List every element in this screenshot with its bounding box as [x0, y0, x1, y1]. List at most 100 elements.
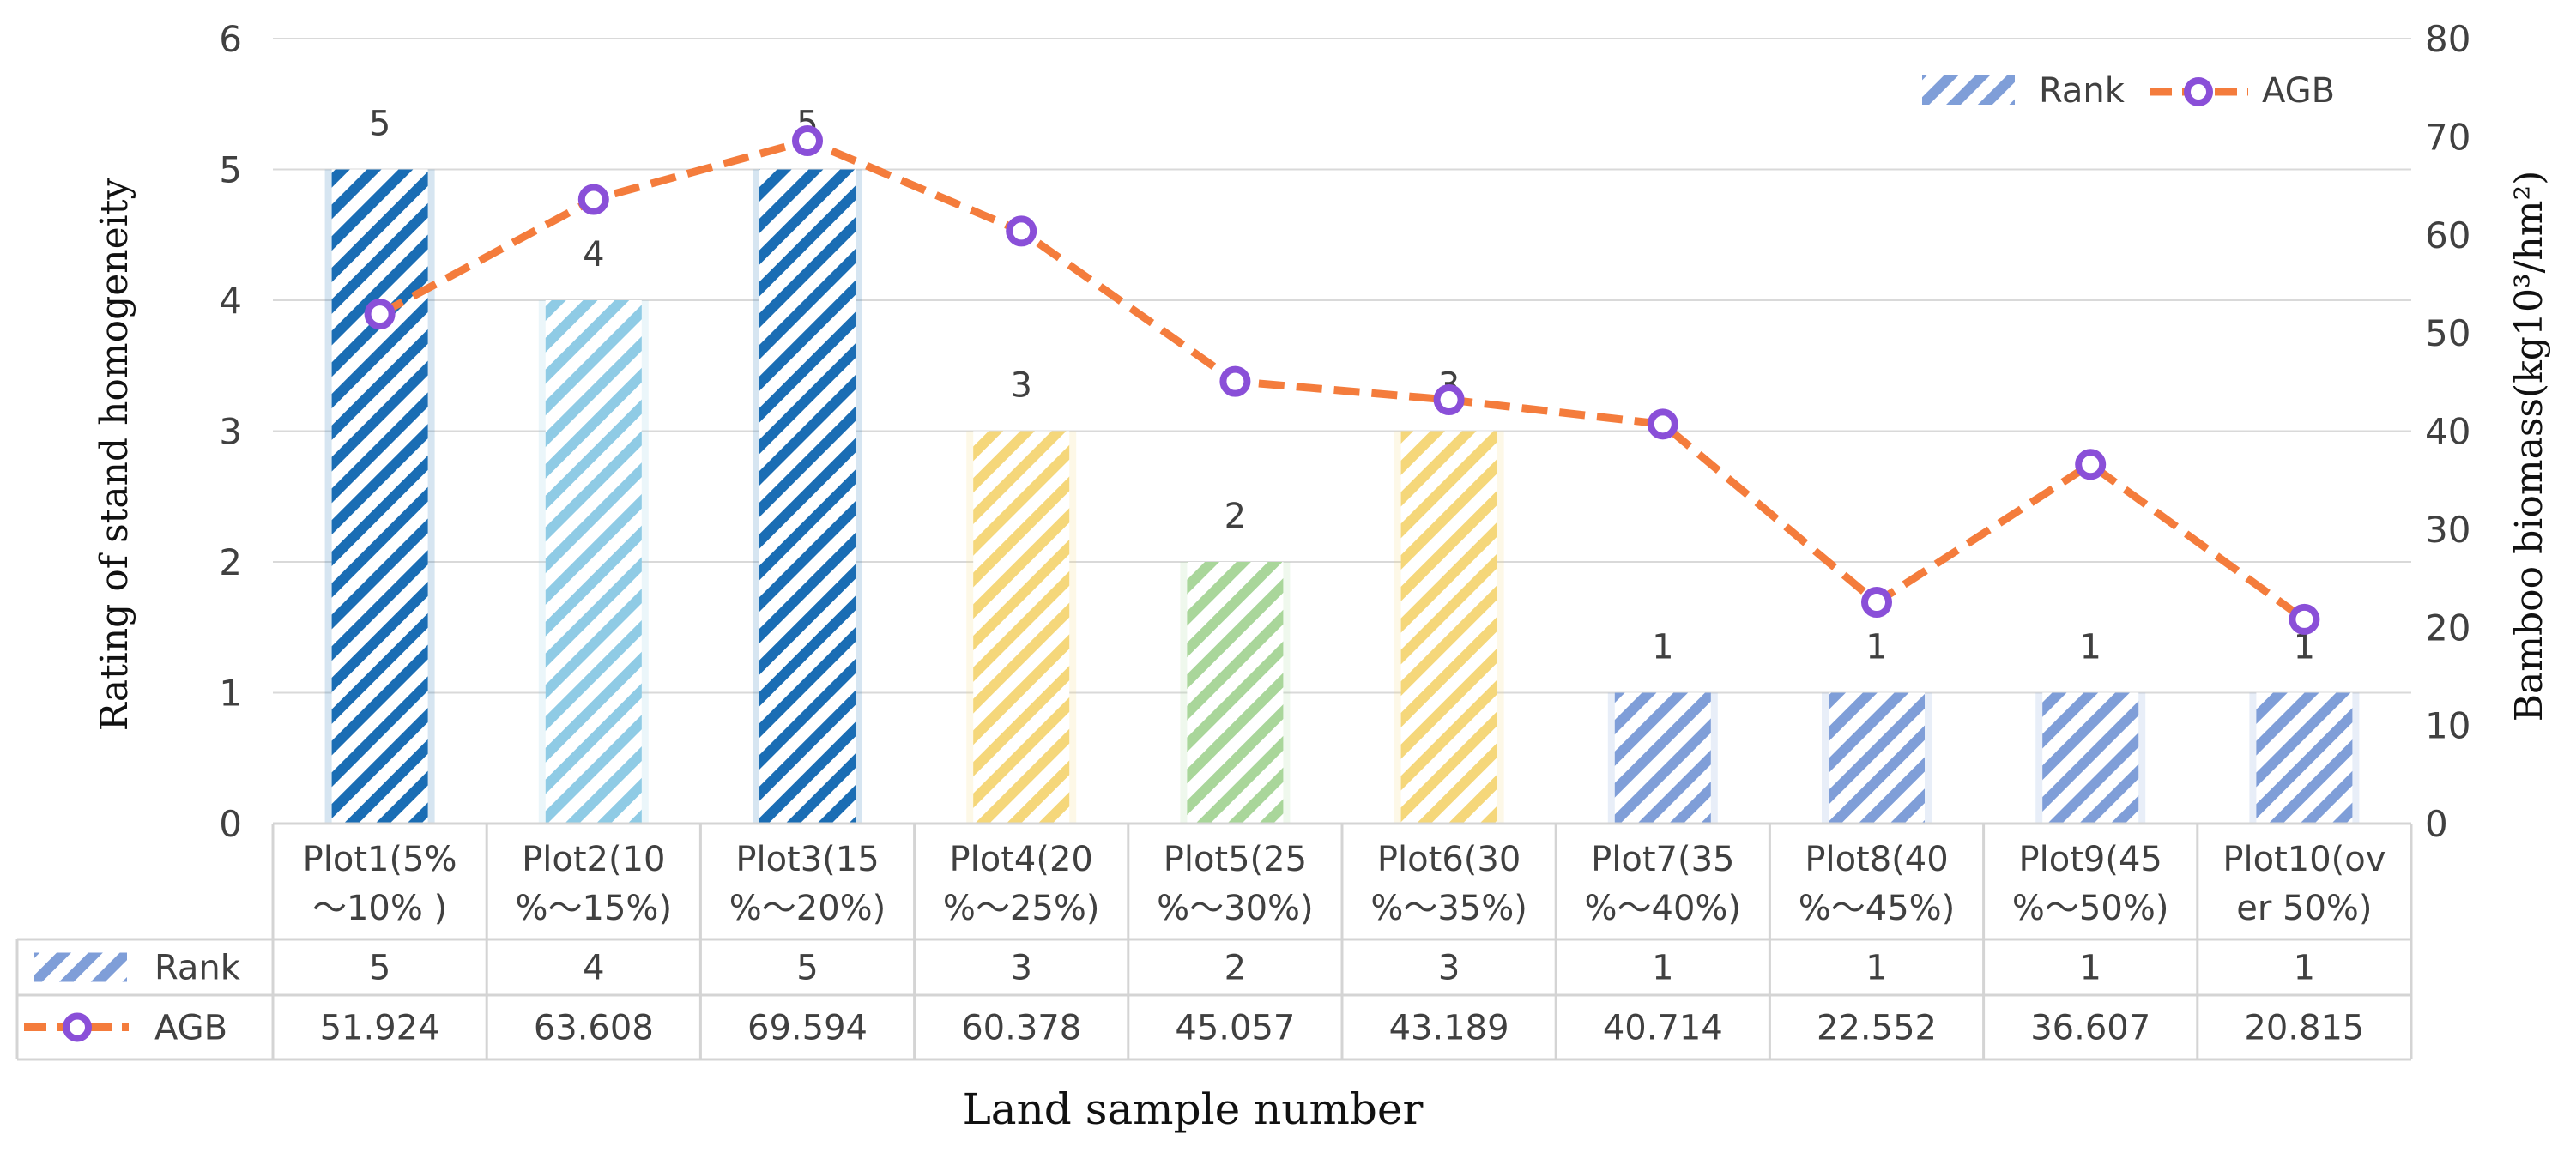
table-rank-row-label: Rank: [154, 949, 241, 988]
left-axis-title: Rating of stand homogeneity: [93, 178, 136, 732]
category-label-line1: Plot6(30: [1377, 840, 1521, 879]
agb-point: [1647, 408, 1678, 440]
table-agb-value: 22.552: [1817, 1009, 1937, 1048]
bar: [759, 169, 856, 824]
table-agb-value: 20.815: [2244, 1009, 2364, 1048]
bar: [1400, 431, 1497, 824]
bar-value-label: 4: [583, 235, 604, 275]
agb-point: [1861, 587, 1892, 619]
bar: [1187, 562, 1284, 824]
right-tick-label: 80: [2425, 18, 2470, 60]
bar-data-labels: 5453231111: [369, 105, 2315, 667]
category-label-line2: %～25%): [943, 889, 1100, 928]
category-label-line1: Plot2(10: [522, 840, 665, 879]
left-tick-label: 4: [219, 280, 242, 322]
table-rank-value: 1: [2079, 949, 2101, 988]
bar: [1829, 692, 1925, 824]
agb-line: [378, 136, 2307, 623]
agb-point: [792, 125, 823, 157]
bar-value-label: 5: [369, 105, 390, 144]
category-label-line2: %～50%): [2012, 889, 2169, 928]
bar: [331, 169, 428, 824]
left-tick-label: 0: [219, 803, 242, 845]
category-label-line2: %～40%): [1585, 889, 1742, 928]
line-series-agb: [364, 125, 2320, 635]
category-label-line1: Plot8(40: [1805, 840, 1948, 879]
right-tick-label: 10: [2425, 705, 2470, 747]
category-label-line1: Plot10(ov: [2222, 840, 2386, 879]
table-rank-value: 3: [1010, 949, 1031, 988]
table-rank-value: 4: [583, 949, 604, 988]
agb-point: [1219, 365, 1251, 397]
agb-point: [1433, 384, 1465, 416]
legend-agb-label: AGB: [2262, 71, 2335, 111]
table-agb-value: 51.924: [320, 1009, 440, 1048]
category-label-line2: %～20%): [729, 889, 886, 928]
category-label-line2: ～10% ): [312, 889, 447, 928]
bar-value-label: 1: [1652, 628, 1673, 667]
table-agb-value: 60.378: [961, 1009, 1081, 1048]
category-label-line1: Plot5(25: [1164, 840, 1307, 879]
legend: Rank AGB: [1922, 71, 2335, 111]
right-tick-label: 60: [2425, 214, 2470, 257]
bar-value-label: 1: [1865, 628, 1887, 667]
table-rank-value: 1: [1652, 949, 1673, 988]
right-tick-label: 70: [2425, 116, 2470, 158]
left-tick-label: 2: [219, 541, 242, 583]
left-axis-ticks: 0 1 2 3 4 5 6: [219, 18, 242, 845]
left-tick-label: 5: [219, 149, 242, 191]
agb-point: [2289, 603, 2320, 635]
left-tick-label: 1: [219, 673, 242, 715]
left-tick-label: 3: [219, 411, 242, 453]
table-agb-marker-key: [63, 1012, 92, 1042]
data-table: Plot1(5% ～10% ) Plot2(10 %～15%) Plot3(15 %～20…: [15, 822, 2413, 1061]
table-rank-value: 2: [1225, 949, 1246, 988]
table-rank-value: 5: [369, 949, 390, 988]
right-tick-label: 40: [2425, 411, 2470, 453]
category-label-line1: Plot7(35: [1591, 840, 1734, 879]
category-label-line1: Plot4(20: [950, 840, 1093, 879]
right-tick-label: 30: [2425, 509, 2470, 551]
right-axis-ticks: 0 10 20 30 40 50 60 70 80: [2425, 18, 2470, 845]
table-agb-value: 69.594: [747, 1009, 868, 1048]
bar: [2042, 692, 2139, 824]
bar-series-rank: [324, 169, 2360, 824]
category-label-line2: er 50%): [2236, 889, 2372, 928]
category-label-line2: %～35%): [1370, 889, 1527, 928]
right-tick-label: 20: [2425, 607, 2470, 649]
category-label-line2: %～30%): [1157, 889, 1314, 928]
legend-rank-swatch: [1922, 75, 2015, 105]
agb-point: [1006, 215, 1037, 247]
agb-point: [577, 184, 609, 215]
bar: [973, 431, 1070, 824]
table-rank-value: 1: [2294, 949, 2315, 988]
category-label-line1: Plot3(15: [735, 840, 879, 879]
table-agb-value: 45.057: [1175, 1009, 1295, 1048]
x-axis-title: Land sample number: [963, 1084, 1424, 1134]
category-label-line1: Plot1(5%: [303, 840, 457, 879]
bar-value-label: 1: [2079, 628, 2101, 667]
agb-point: [2075, 449, 2107, 480]
bar: [2256, 692, 2353, 824]
table-agb-value: 43.189: [1389, 1009, 1509, 1048]
bar: [1614, 692, 1711, 824]
category-label-line1: Plot9(45: [2019, 840, 2162, 879]
category-label-line2: %～45%): [1799, 889, 1956, 928]
table-rank-value: 1: [1865, 949, 1887, 988]
table-agb-value: 40.714: [1603, 1009, 1723, 1048]
agb-point: [364, 299, 396, 330]
bar: [545, 300, 642, 824]
legend-rank-label: Rank: [2039, 71, 2126, 111]
table-rank-value: 3: [1438, 949, 1460, 988]
bar-value-label: 3: [1010, 366, 1031, 406]
table-rank-swatch: [34, 952, 127, 982]
left-tick-label: 6: [219, 18, 242, 60]
right-tick-label: 0: [2425, 803, 2448, 845]
right-tick-label: 50: [2425, 312, 2470, 354]
table-agb-row-label: AGB: [154, 1009, 227, 1048]
table-rank-value: 5: [796, 949, 818, 988]
right-axis-title: Bamboo biomass(kg10³/hm²): [2507, 171, 2551, 722]
legend-agb-marker: [2184, 77, 2213, 106]
table-agb-value: 36.607: [2030, 1009, 2150, 1048]
